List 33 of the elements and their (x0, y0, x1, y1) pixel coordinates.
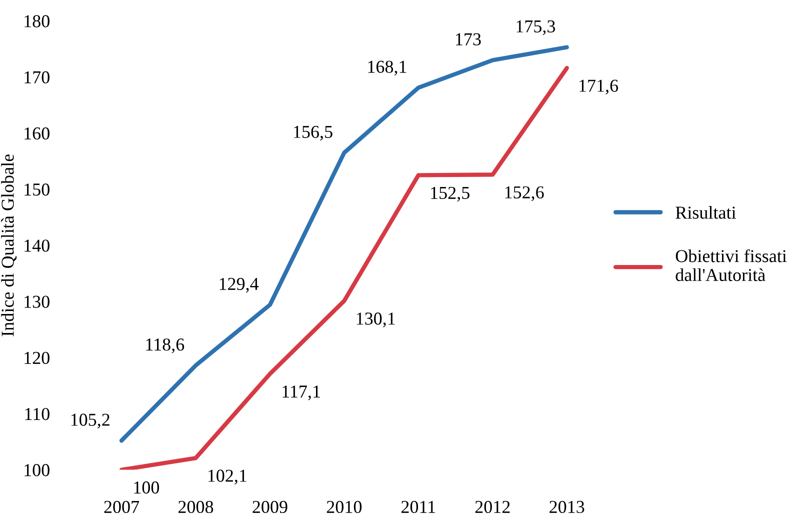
y-tick-label: 170 (24, 71, 50, 84)
legend-label: Obiettivi fissati dall'Autorità (676, 249, 787, 282)
data-label: 118,6 (146, 338, 184, 354)
y-tick-label: 100 (24, 464, 50, 476)
data-label: 156,5 (294, 126, 332, 141)
legend-label: Risultati (676, 206, 736, 219)
x-tick-label: 2008 (178, 500, 214, 514)
x-tick-label: 2011 (401, 500, 436, 514)
y-tick-label: 140 (24, 240, 50, 252)
data-label: 105,2 (71, 414, 110, 428)
y-tick-label: 150 (24, 183, 50, 196)
x-tick-label: 2012 (475, 500, 510, 514)
data-label: 152,6 (505, 186, 544, 202)
x-tick-label: 2010 (326, 500, 362, 514)
y-tick-label: 130 (24, 296, 50, 308)
data-label: 117,1 (282, 386, 320, 400)
data-label: 100 (134, 481, 160, 494)
x-tick-label: 2007 (104, 500, 140, 514)
data-label: 152,5 (431, 186, 470, 202)
data-label: 129,4 (220, 278, 259, 293)
data-label: 102,1 (208, 470, 246, 484)
data-label: 168,1 (368, 60, 406, 76)
x-tick-label: 2013 (550, 500, 584, 514)
data-label: 171,6 (580, 80, 618, 94)
y-tick-label: 110 (25, 408, 50, 420)
y-tick-label: 120 (24, 352, 50, 364)
y-axis-title: Indice di Qualità Globale (1, 154, 17, 336)
data-label: 130,1 (356, 312, 395, 328)
x-tick-label: 2009 (252, 500, 288, 514)
data-label: 175,3 (516, 20, 556, 36)
data-label: 173 (456, 33, 481, 46)
y-tick-label: 180 (24, 15, 50, 28)
y-tick-label: 160 (24, 127, 50, 140)
